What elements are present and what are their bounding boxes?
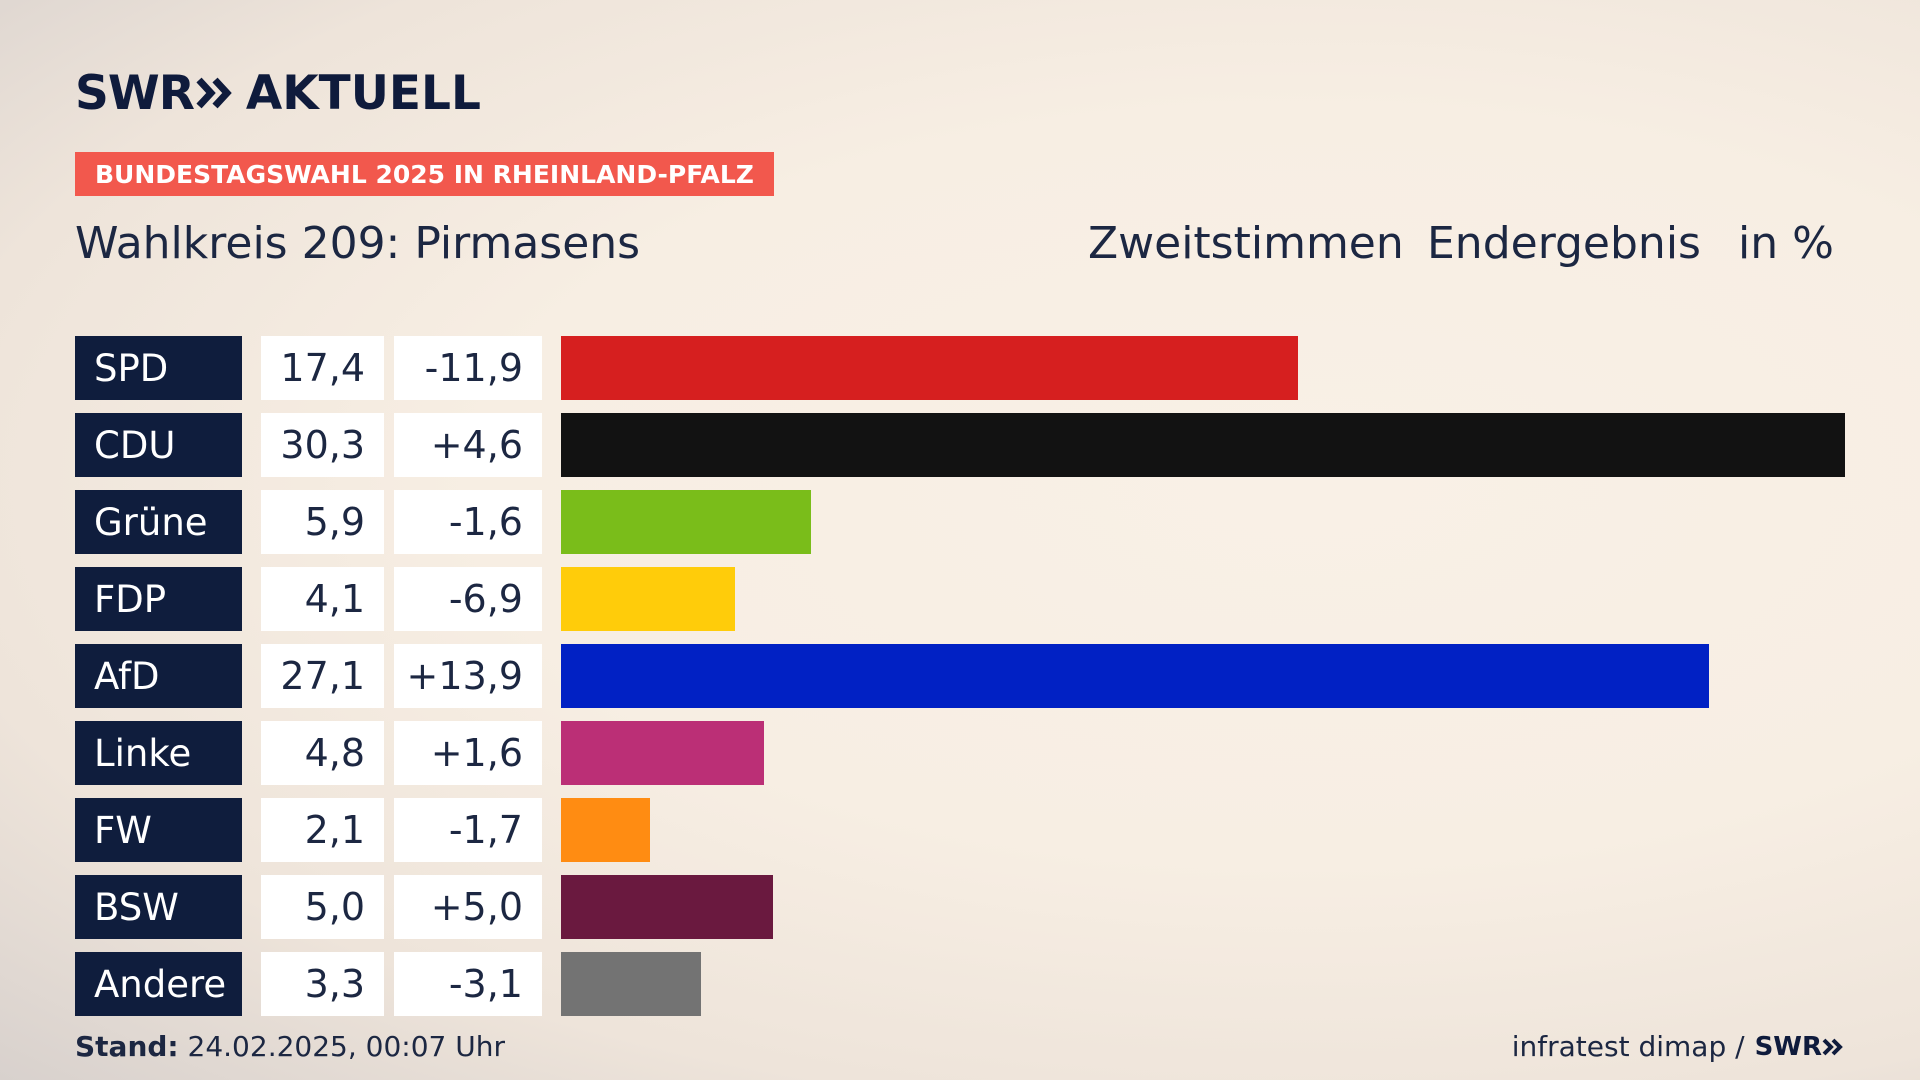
vote-share-value: 17,4 <box>261 336 384 400</box>
timestamp: Stand: 24.02.2025, 00:07 Uhr <box>75 1030 505 1063</box>
double-chevron-icon <box>1822 1038 1843 1055</box>
logo-product: AKTUELL <box>245 65 481 121</box>
timestamp-value: 24.02.2025, 00:07 Uhr <box>187 1030 505 1063</box>
vote-share-value: 4,1 <box>261 567 384 631</box>
vote-share-change: -11,9 <box>394 336 542 400</box>
party-label: Linke <box>75 721 242 785</box>
vote-share-value: 2,1 <box>261 798 384 862</box>
party-label: Grüne <box>75 490 242 554</box>
constituency-title: Wahlkreis 209: Pirmasens <box>75 218 641 269</box>
result-bar <box>561 336 1298 400</box>
vote-type-header: Zweitstimmen <box>1088 218 1404 269</box>
vote-share-change: -3,1 <box>394 952 542 1016</box>
source-brand: SWR <box>1754 1031 1822 1062</box>
vote-share-value: 4,8 <box>261 721 384 785</box>
vote-share-value: 3,3 <box>261 952 384 1016</box>
vote-share-value: 5,9 <box>261 490 384 554</box>
result-bar <box>561 413 1845 477</box>
double-chevron-icon <box>196 76 234 110</box>
unit-header: in % <box>1738 218 1834 269</box>
source-name: infratest dimap / <box>1511 1030 1745 1063</box>
result-bar <box>561 721 764 785</box>
result-bar <box>561 490 811 554</box>
vote-share-change: +4,6 <box>394 413 542 477</box>
vote-share-value: 30,3 <box>261 413 384 477</box>
party-label: AfD <box>75 644 242 708</box>
vote-share-value: 27,1 <box>261 644 384 708</box>
source-credit: infratest dimap / SWR <box>1512 1030 1844 1063</box>
vote-share-change: +5,0 <box>394 875 542 939</box>
result-bar <box>561 644 1709 708</box>
vote-share-change: -6,9 <box>394 567 542 631</box>
vote-share-change: +13,9 <box>394 644 542 708</box>
party-label: BSW <box>75 875 242 939</box>
timestamp-label: Stand: <box>75 1030 179 1063</box>
swr-aktuell-logo: SWR AKTUELL <box>75 65 481 121</box>
election-badge: BUNDESTAGSWAHL 2025 IN RHEINLAND-PFALZ <box>75 152 774 196</box>
vote-share-value: 5,0 <box>261 875 384 939</box>
party-label: Andere <box>75 952 242 1016</box>
result-bar <box>561 875 773 939</box>
vote-share-change: -1,6 <box>394 490 542 554</box>
party-label: FDP <box>75 567 242 631</box>
result-bar <box>561 798 650 862</box>
result-type-header: Endergebnis <box>1427 218 1701 269</box>
party-label: CDU <box>75 413 242 477</box>
party-label: SPD <box>75 336 242 400</box>
logo-brand: SWR <box>75 65 195 121</box>
party-label: FW <box>75 798 242 862</box>
vote-share-change: -1,7 <box>394 798 542 862</box>
result-bar <box>561 567 735 631</box>
result-bar <box>561 952 701 1016</box>
source-logo: SWR <box>1755 1032 1844 1062</box>
vote-share-change: +1,6 <box>394 721 542 785</box>
